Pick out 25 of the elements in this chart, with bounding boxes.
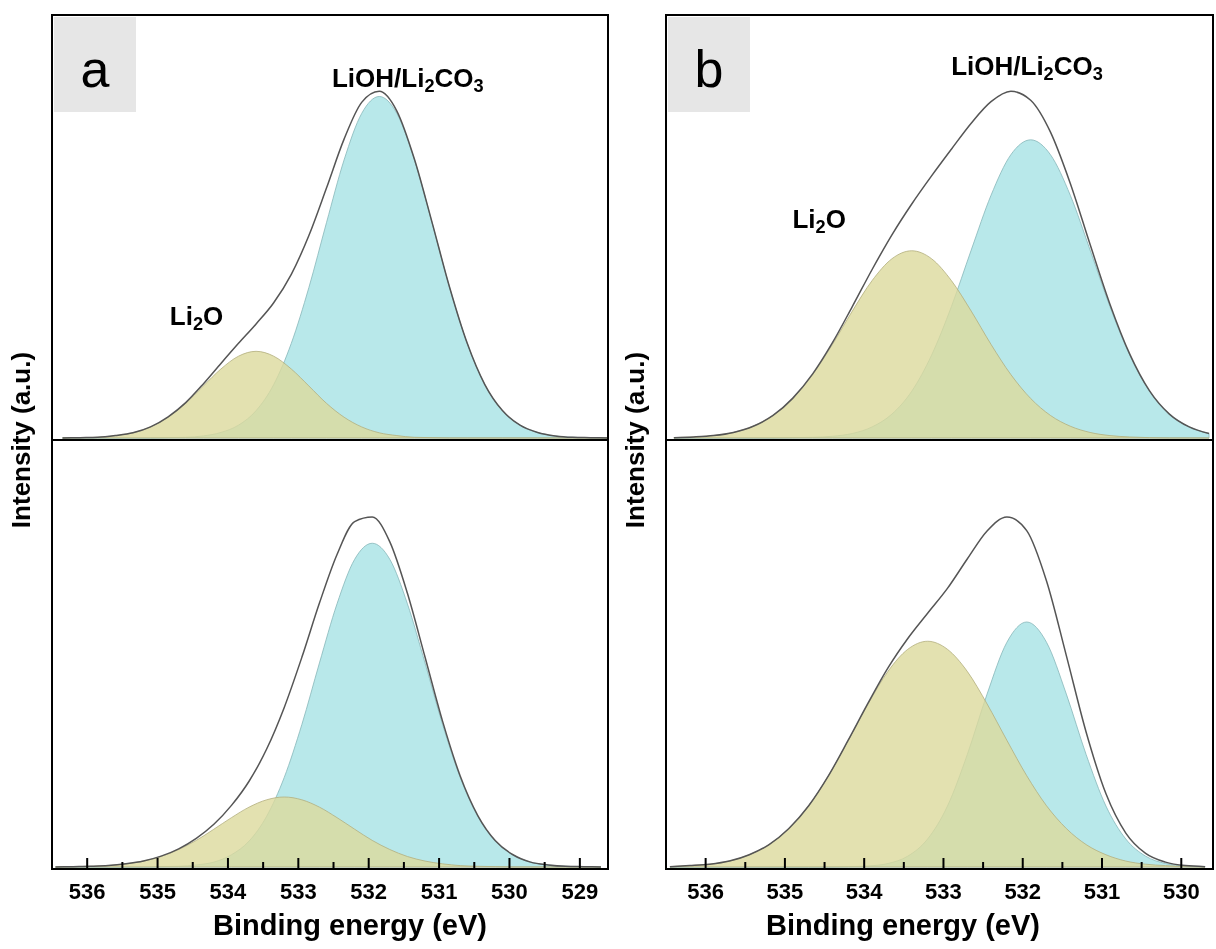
x-tick-label: 532 xyxy=(350,879,388,904)
x-tick-label: 535 xyxy=(139,879,176,904)
x-axis-title: Binding energy (eV) xyxy=(213,909,487,941)
x-tick-label: 530 xyxy=(1162,879,1200,904)
x-tick-label: 532 xyxy=(1004,879,1042,904)
x-tick-label: 533 xyxy=(279,879,317,904)
x-axis-title: Binding energy (eV) xyxy=(766,909,1040,941)
x-tick-label: 536 xyxy=(68,879,106,904)
x-tick-label: 536 xyxy=(687,879,724,904)
x-tick-label: 530 xyxy=(491,879,528,904)
x-tick-label: 534 xyxy=(209,879,248,904)
x-tick-label: 533 xyxy=(925,879,962,904)
x-tick-label: 529 xyxy=(561,879,599,904)
chart-title: a xyxy=(80,40,110,98)
annotation: Li$_{2}$O xyxy=(169,301,224,334)
x-tick-label: 535 xyxy=(766,879,804,904)
x-tick-label: 531 xyxy=(420,879,458,904)
text: LiOH/Li$_{2}$CO$_{3}$ xyxy=(951,50,1103,83)
y-axis-title: Intensity (a.u.) xyxy=(6,351,36,529)
x-tick-label: 534 xyxy=(845,879,884,904)
chart-title: b xyxy=(694,40,724,98)
y-axis-title: Intensity (a.u.) xyxy=(620,351,650,529)
annotation: LiOH/Li$_{2}$CO$_{3}$ xyxy=(332,63,484,96)
x-tick-label: 531 xyxy=(1083,879,1121,904)
annotation: Li$_{2}$O xyxy=(792,203,846,236)
